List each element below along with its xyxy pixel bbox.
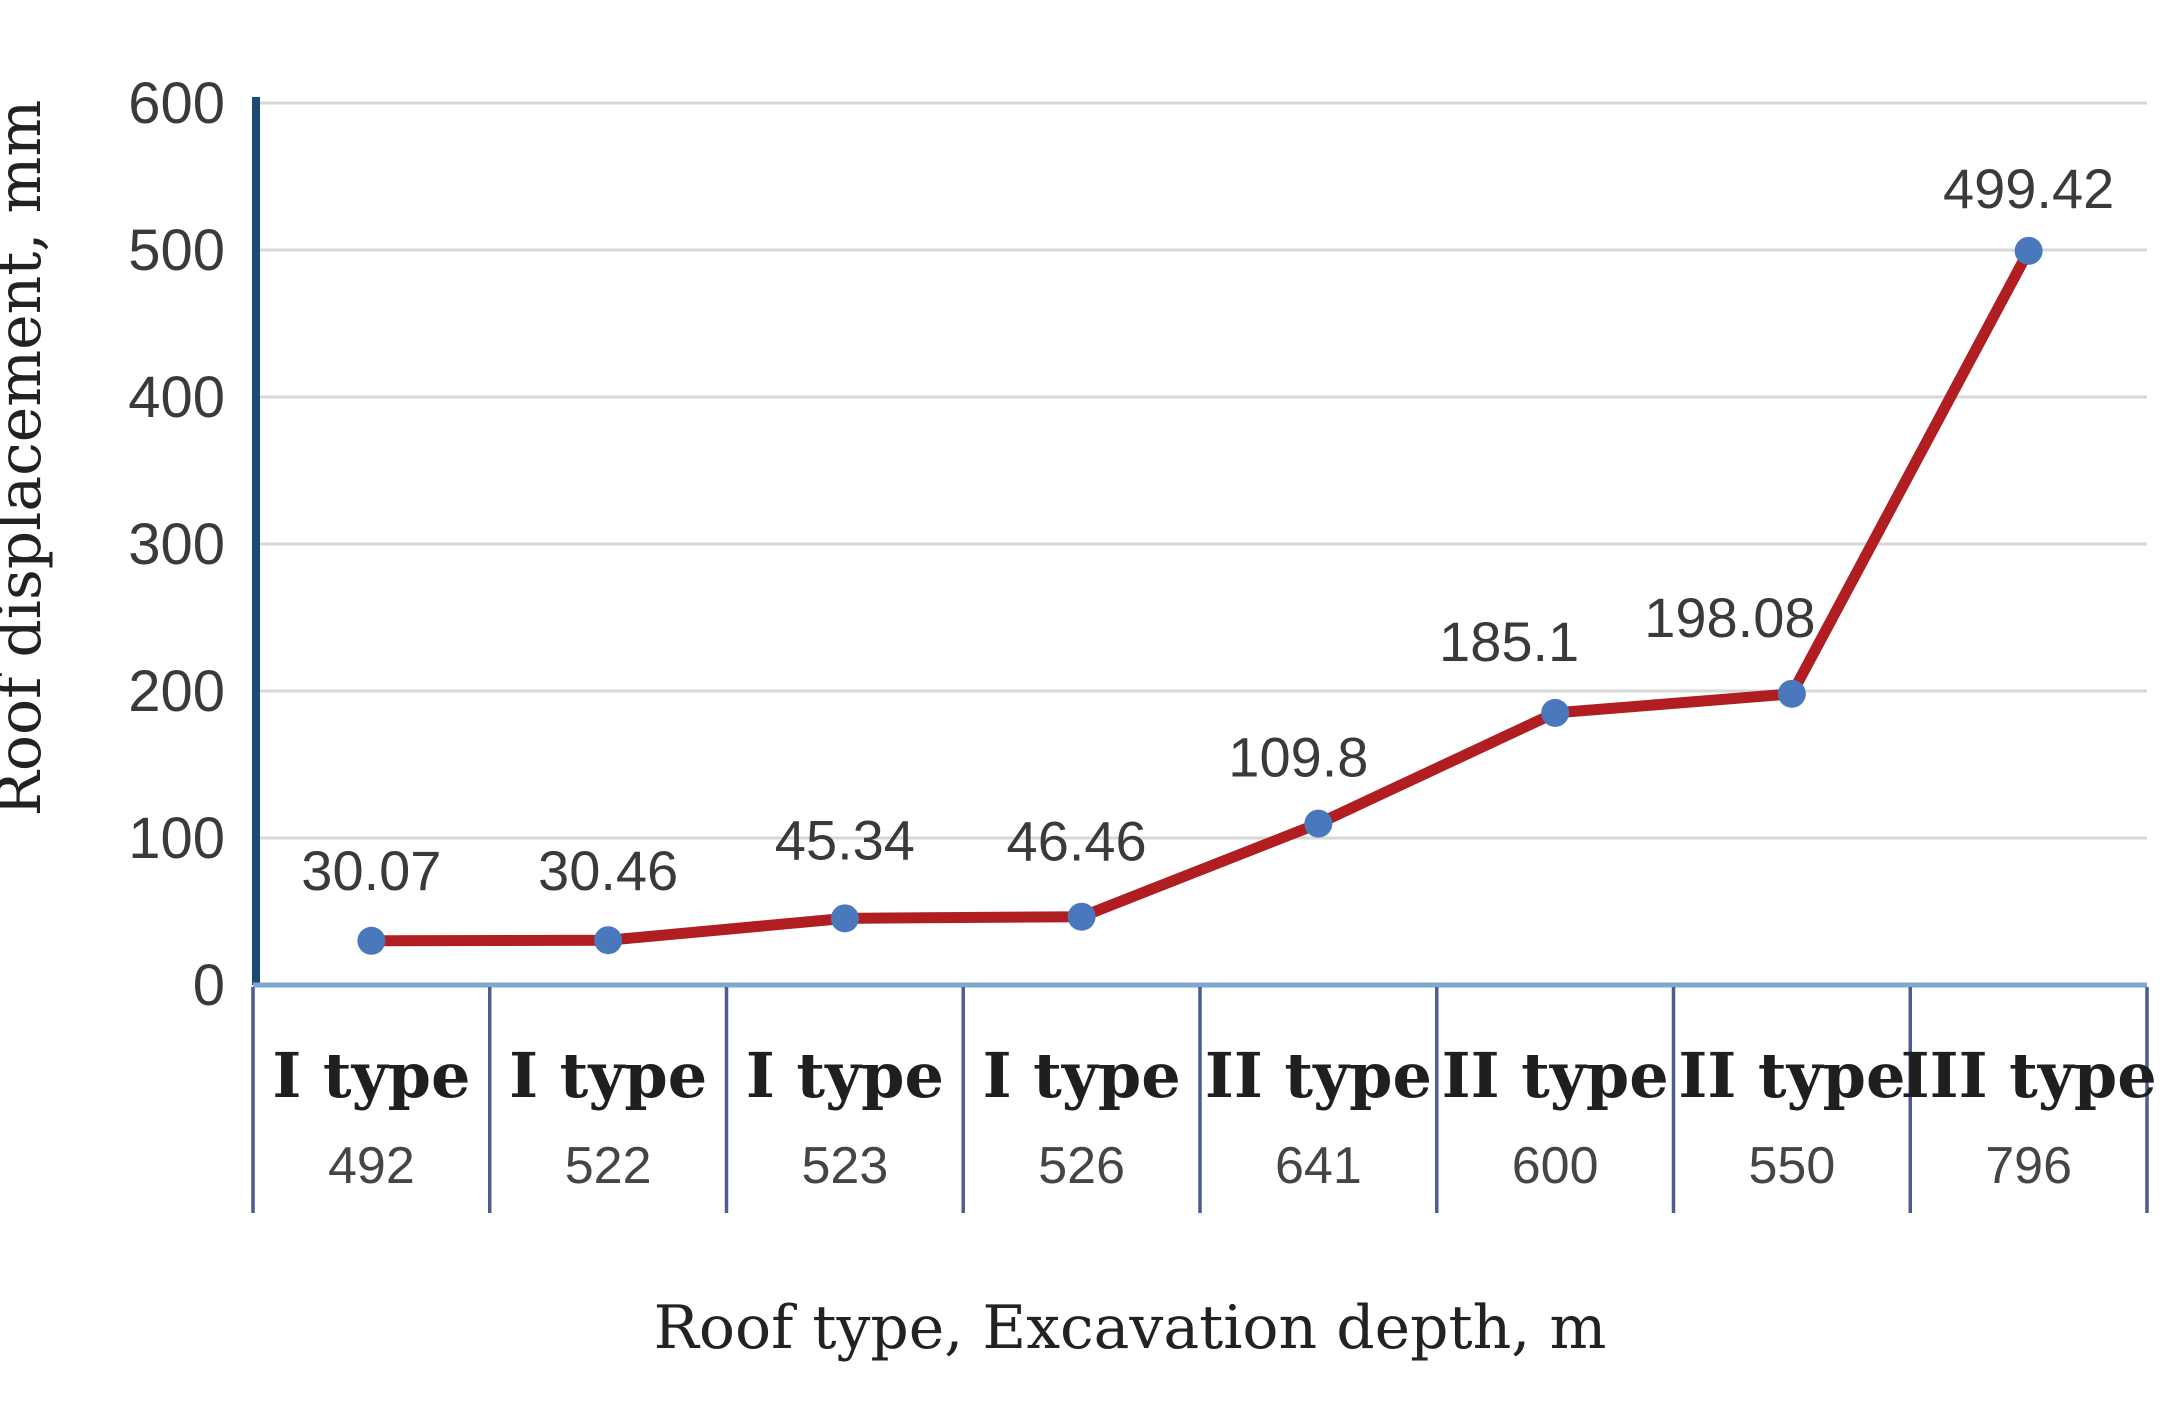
y-axis-title: Roof displacement, mm (0, 100, 55, 817)
y-tick-label: 400 (128, 365, 225, 430)
roof-type-label: I type (746, 1039, 944, 1112)
data-labels: 30.07 30.46 45.34 46.46 109.8 185.1 198.08 499.… (301, 157, 2114, 902)
gridlines (253, 101, 2147, 840)
category-labels: I type 492 I type 522 I type 523 I type 526 II t… (272, 1039, 2156, 1195)
excavation-depth-label: 492 (328, 1137, 415, 1195)
axes (252, 97, 2147, 988)
excavation-depth-label: 641 (1275, 1137, 1362, 1195)
category-separators (251, 987, 2149, 1213)
roof-type-label: II type (1678, 1039, 1905, 1112)
roof-type-label: I type (983, 1039, 1181, 1112)
y-tick-labels: 0 100 200 300 400 500 600 (128, 71, 225, 1018)
data-point-marker (1304, 809, 1333, 838)
series-line (365, 245, 2035, 947)
roof-type-label: I type (272, 1039, 470, 1112)
roof-type-label: II type (1205, 1039, 1432, 1112)
data-point-label: 30.07 (301, 839, 441, 902)
roof-type-label: II type (1442, 1039, 1669, 1112)
x-axis-title: Roof type, Excavation depth, m (654, 1293, 1607, 1363)
y-tick-label: 200 (128, 659, 225, 724)
data-series (357, 236, 2043, 955)
y-tick-label: 100 (128, 806, 225, 871)
data-point-label: 185.1 (1439, 610, 1579, 673)
excavation-depth-label: 522 (565, 1137, 652, 1195)
excavation-depth-label: 796 (1985, 1137, 2072, 1195)
data-point-label: 109.8 (1228, 726, 1368, 789)
data-point-label: 198.08 (1644, 586, 1815, 649)
roof-type-label: I type (509, 1039, 707, 1112)
y-tick-label: 600 (128, 71, 225, 136)
data-point-label: 499.42 (1943, 157, 2114, 220)
roof-type-label: III type (1901, 1039, 2157, 1112)
y-tick-label: 300 (128, 512, 225, 577)
data-point-marker (1541, 698, 1570, 727)
y-tick-label: 500 (128, 218, 225, 283)
y-tick-label: 0 (193, 953, 225, 1018)
data-point-label: 45.34 (775, 808, 915, 871)
excavation-depth-label: 550 (1748, 1137, 1835, 1195)
data-point-marker (357, 926, 386, 955)
excavation-depth-label: 600 (1512, 1137, 1599, 1195)
data-point-marker (1777, 679, 1806, 708)
data-point-label: 46.46 (1007, 810, 1147, 873)
data-point-marker (1067, 902, 1096, 931)
data-point-marker (2014, 236, 2043, 265)
data-point-label: 30.46 (538, 839, 678, 902)
data-point-marker (830, 904, 859, 933)
excavation-depth-label: 526 (1038, 1137, 1125, 1195)
excavation-depth-label: 523 (801, 1137, 888, 1195)
data-point-marker (594, 926, 623, 955)
